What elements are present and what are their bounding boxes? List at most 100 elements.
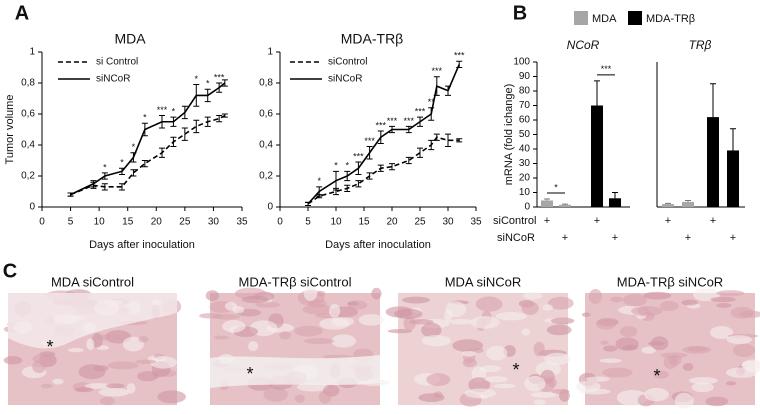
bar: [591, 105, 603, 207]
legend-label: siControl: [328, 57, 367, 68]
significance-label: ***: [415, 106, 426, 116]
error-bar: [405, 156, 412, 165]
error-bar: [445, 85, 451, 96]
tissue-texture: [682, 362, 694, 372]
error-bar: [456, 60, 463, 68]
significance-label: *: [334, 161, 338, 171]
significance-label: ***: [387, 116, 398, 126]
x-tick-label: 0: [277, 217, 283, 228]
tissue-texture: [279, 331, 291, 340]
tissue-texture: [533, 341, 545, 357]
tissue-texture: [647, 341, 666, 346]
legend-swatch: [574, 11, 588, 25]
y-axis-label: mRNA (fold ichange): [503, 84, 515, 186]
tissue-texture: [705, 396, 729, 407]
error-bar: [193, 84, 200, 107]
tissue-texture: [303, 285, 318, 302]
x-axis-label: Days after inoculation: [89, 239, 195, 251]
chart-title: MDA-TRβ: [341, 31, 404, 47]
y-tick-label: 0: [29, 202, 35, 213]
tissue-texture: [643, 291, 672, 300]
error-bar: [216, 82, 223, 93]
tissue-texture: [576, 380, 601, 393]
error-bar: [130, 152, 137, 163]
legend-label: siNCoR: [96, 74, 130, 85]
x-tick-label: 30: [208, 217, 220, 228]
y-tick-label: 100: [513, 57, 530, 68]
tissue-texture: [521, 301, 539, 315]
line-series: [70, 82, 226, 196]
tissue-texture: [462, 358, 477, 368]
condition-label: siControl: [493, 215, 536, 227]
x-tick-label: 20: [386, 217, 398, 228]
tissue-texture: [247, 341, 259, 352]
bar: [662, 204, 674, 207]
image-caption: MDA siControl: [51, 274, 134, 289]
error-bar: [445, 133, 451, 148]
tissue-texture: [486, 345, 508, 361]
tissue-texture: [544, 352, 571, 366]
chart-title: NCoR: [567, 38, 600, 52]
error-bar: [612, 192, 618, 199]
error-bar: [67, 192, 74, 197]
tissue-texture: [710, 296, 736, 303]
y-tick-label: 0: [267, 202, 273, 213]
y-tick-label: 0,8: [259, 78, 273, 89]
tissue-texture: [674, 392, 694, 409]
bar: [707, 117, 719, 207]
x-tick-label: 5: [68, 217, 74, 228]
tissue-texture: [319, 318, 350, 330]
error-bar: [544, 198, 550, 201]
tissue-texture: [331, 334, 357, 348]
tissue-texture: [468, 377, 491, 393]
y-axis-label: Tumor volume: [4, 95, 16, 165]
histology-image: *: [576, 288, 760, 409]
tissue-edge: [210, 355, 380, 388]
significance-label: *: [143, 113, 147, 123]
significance-label: ***: [214, 72, 225, 82]
x-tick-label: 30: [442, 217, 454, 228]
tissue-texture: [318, 390, 332, 404]
y-tick-label: 60: [519, 115, 531, 126]
chart-title: TRβ: [689, 38, 712, 52]
x-tick-label: 25: [179, 217, 191, 228]
error-bar: [377, 130, 384, 144]
error-bar: [333, 170, 339, 191]
tissue-texture: [213, 335, 229, 340]
bar: [727, 150, 739, 207]
tissue-texture: [3, 355, 23, 365]
image-marker: *: [653, 366, 660, 386]
condition-mark: +: [562, 232, 568, 244]
tissue-texture: [622, 293, 647, 307]
tissue-texture: [709, 326, 734, 339]
tissue-texture: [135, 359, 157, 365]
error-bar: [366, 172, 373, 180]
tissue-texture: [688, 376, 718, 385]
error-bar: [119, 183, 125, 191]
condition-mark: +: [730, 232, 736, 244]
error-bar: [344, 184, 351, 192]
significance-label: ***: [454, 51, 465, 61]
tissue-texture: [263, 387, 288, 402]
x-tick-label: 20: [151, 217, 163, 228]
significance-label: ***: [432, 66, 443, 76]
error-bar: [433, 133, 440, 141]
tissue-texture: [522, 291, 543, 300]
error-bar: [433, 76, 440, 96]
tissue-texture: [547, 296, 574, 310]
tissue-texture: [255, 301, 281, 308]
tissue-texture: [222, 320, 246, 333]
tissue-texture: [475, 296, 503, 312]
tissue-texture: [637, 306, 649, 315]
tissue-texture: [464, 388, 497, 399]
panel-label: C: [3, 260, 17, 282]
tissue-texture: [32, 353, 57, 364]
tissue-texture: [86, 338, 95, 351]
x-tick-label: 35: [470, 217, 482, 228]
tissue-texture: [402, 296, 430, 304]
y-tick-label: 0,6: [21, 109, 35, 120]
significance-label: *: [120, 158, 124, 168]
y-tick-label: 30: [519, 158, 531, 169]
error-bar: [204, 116, 211, 127]
tissue-texture: [304, 338, 335, 345]
